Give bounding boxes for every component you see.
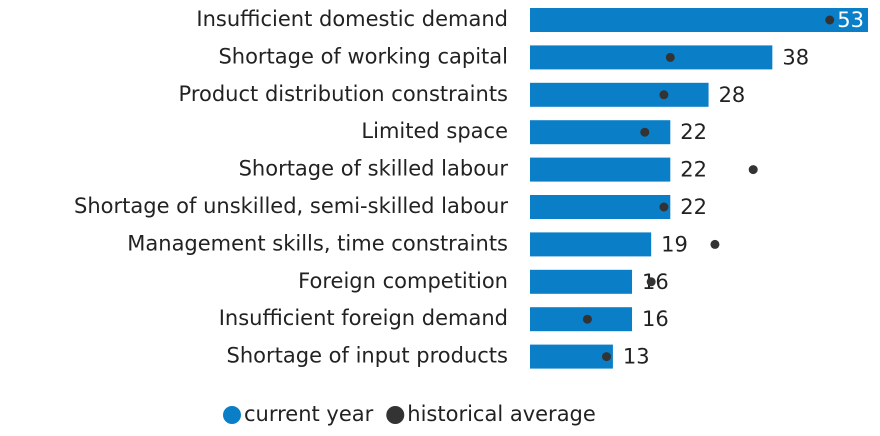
category-label: Foreign competition [298,269,508,293]
average-dot [825,15,835,25]
legend-label: current year [244,402,374,426]
legend-marker [223,406,241,424]
value-label: 22 [680,195,707,219]
category-label: Insufficient foreign demand [219,306,508,330]
average-dot [659,202,669,212]
legend-label: historical average [407,402,596,426]
category-label: Product distribution constraints [179,82,508,106]
value-label: 22 [680,158,707,182]
bar [530,344,613,369]
category-label: Shortage of unskilled, semi-skilled labo… [74,194,508,218]
bar [530,307,633,332]
legend-marker [386,406,405,424]
category-label: Shortage of input products [227,344,508,368]
value-label: 38 [782,45,809,69]
bar [530,157,671,182]
average-dot [659,90,669,100]
bar [530,195,671,219]
average-dot [602,352,612,362]
average-dot [582,314,592,324]
bar [530,8,868,32]
bar [530,82,709,107]
category-label: Insufficient domestic demand [196,7,508,31]
average-dot [710,239,720,249]
bar [530,232,652,257]
value-label: 28 [719,83,746,107]
value-label: 19 [661,232,688,256]
category-label: Shortage of skilled labour [239,157,509,181]
bar [530,269,633,294]
value-label: 53 [837,8,864,32]
category-label: Shortage of working capital [218,44,508,68]
bar [530,45,773,70]
category-label: Management skills, time constraints [127,231,508,255]
average-dot [646,277,656,287]
average-dot [748,165,758,175]
average-dot [640,127,650,137]
value-label: 13 [623,345,650,369]
value-label: 22 [680,120,707,144]
category-label: Limited space [361,119,508,143]
average-dot [665,52,675,62]
value-label: 16 [642,307,669,331]
